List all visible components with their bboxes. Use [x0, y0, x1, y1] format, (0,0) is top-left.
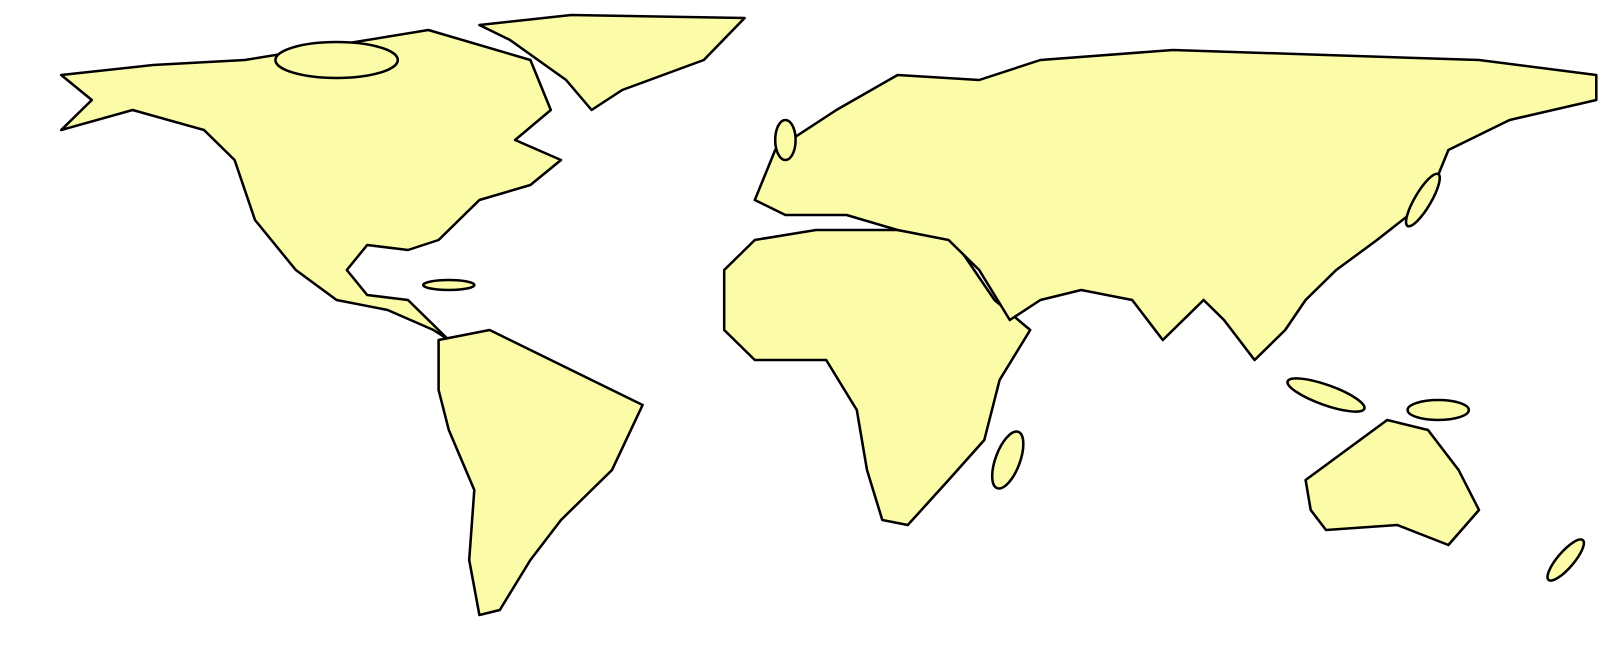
new-guinea: [1406, 398, 1471, 422]
north-america: [59, 28, 563, 342]
cuba: [422, 278, 476, 292]
madagascar: [990, 430, 1025, 490]
australia: [1304, 418, 1481, 547]
indonesia: [1286, 377, 1366, 413]
land-masses: [59, 13, 1598, 617]
eurasia: [753, 48, 1598, 362]
south-america: [437, 328, 644, 617]
greenland: [478, 13, 746, 112]
arctic-islands: [274, 40, 400, 80]
japan: [1404, 172, 1442, 228]
new-zealand: [1546, 538, 1586, 582]
africa: [722, 228, 1032, 527]
uk: [773, 118, 797, 162]
